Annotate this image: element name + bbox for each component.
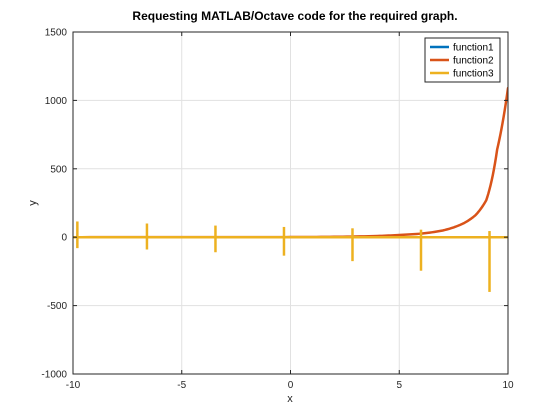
plot-area: -10 -5 0 5 10 -1000 -500 0 500 1000 1500 (41, 28, 514, 392)
y-axis-label: y (27, 200, 39, 206)
y-tick-label: 1000 (45, 96, 68, 107)
legend-label-function2: function2 (453, 56, 494, 67)
legend: function1 function2 function3 (424, 37, 501, 83)
y-tick-label: 1500 (45, 28, 68, 39)
y-tick-label: -500 (47, 301, 67, 312)
chart-title: Requesting MATLAB/Octave code for the re… (132, 9, 457, 23)
legend-label-function1: function1 (453, 43, 494, 54)
x-axis-label: x (287, 393, 293, 405)
series-group (73, 86, 508, 292)
y-tick-label: 500 (50, 164, 67, 175)
legend-label-function3: function3 (453, 69, 494, 80)
x-tick-label: 5 (396, 380, 402, 391)
y-tick-label: -1000 (41, 370, 67, 381)
x-tick-label: 10 (502, 380, 514, 391)
x-tick-label: -5 (177, 380, 186, 391)
x-tick-label: 0 (288, 380, 294, 391)
x-tick-label: -10 (66, 380, 81, 391)
y-tick-label: 0 (61, 233, 67, 244)
